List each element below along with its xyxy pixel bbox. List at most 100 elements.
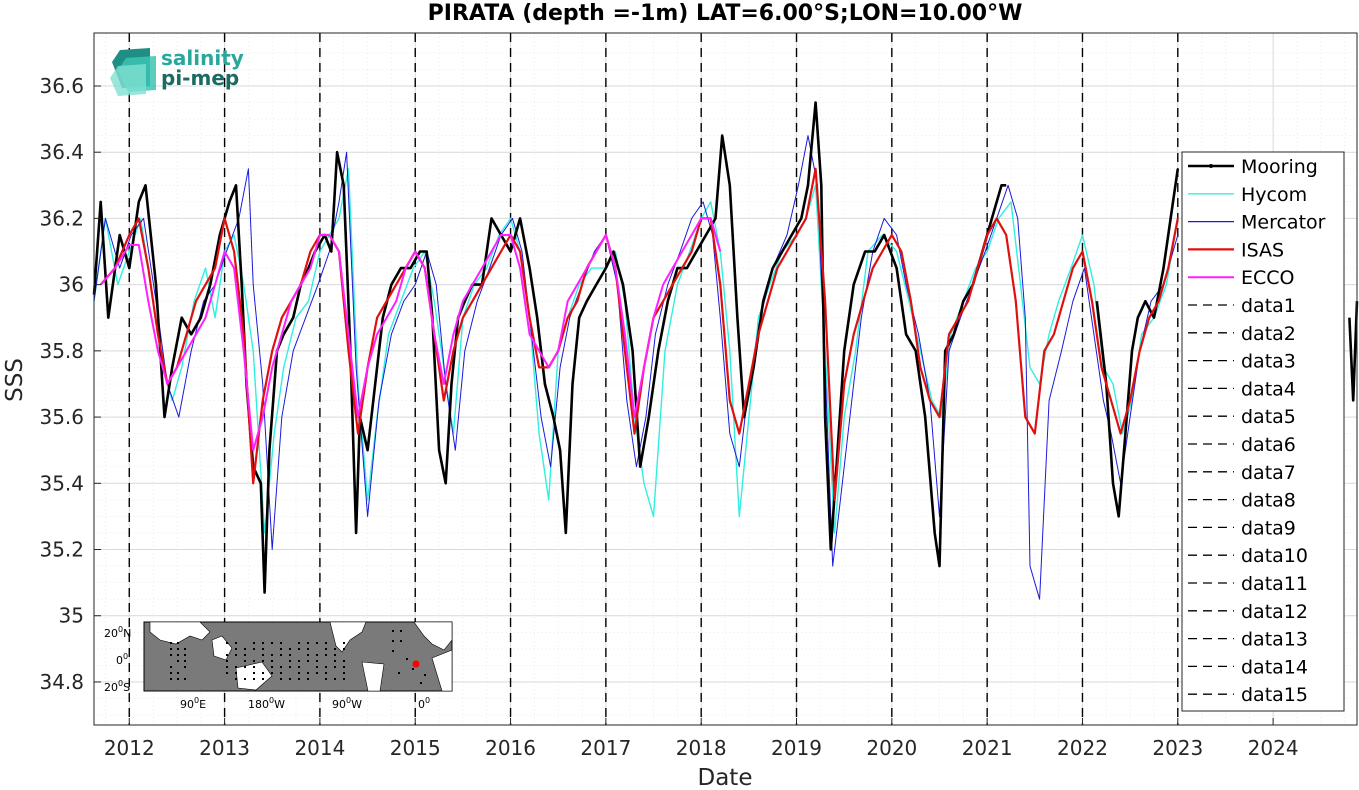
mooring-dot <box>280 672 282 674</box>
mooring-dot <box>177 672 179 674</box>
x-tick-label: 2021 <box>962 736 1013 760</box>
mooring-dot <box>325 642 327 644</box>
mooring-dot <box>298 648 300 650</box>
y-tick-label: 36.4 <box>39 140 84 164</box>
mooring-dot <box>253 648 255 650</box>
legend-marker <box>1209 164 1213 168</box>
mooring-dot <box>280 642 282 644</box>
legend-label: data15 <box>1241 684 1308 706</box>
legend-label: data5 <box>1241 406 1296 428</box>
mooring-dot <box>289 660 291 662</box>
mooring-dot <box>235 642 237 644</box>
mooring-dot <box>325 666 327 668</box>
mooring-dot <box>244 660 246 662</box>
series-line-hycom <box>93 168 1179 534</box>
mooring-dot <box>271 666 273 668</box>
inset-lat-labels: 200N 00 200S <box>104 625 131 694</box>
mooring-dot <box>184 660 186 662</box>
mooring-dot <box>412 668 414 670</box>
mooring-dot <box>334 678 336 680</box>
series-line-ecco <box>99 217 722 452</box>
legend-label: data6 <box>1241 434 1296 456</box>
y-tick-label: 36 <box>59 273 84 297</box>
chart-title: PIRATA (depth =-1m) LAT=6.00°S;LON=10.00… <box>428 1 1023 26</box>
mooring-dot <box>253 672 255 674</box>
y-tick-label: 36.2 <box>39 206 84 230</box>
x-tick-label: 2012 <box>104 736 155 760</box>
inset-lat-label-20s: 200S <box>104 679 130 694</box>
mooring-dot <box>298 672 300 674</box>
mooring-dot <box>244 654 246 656</box>
mooring-dot <box>307 648 309 650</box>
mooring-dot <box>343 648 345 650</box>
inset-lat-label-0: 00 <box>116 652 128 667</box>
series-ecco <box>99 217 722 452</box>
mooring-dot <box>316 666 318 668</box>
x-tick-label: 2022 <box>1057 736 1108 760</box>
mooring-dot <box>400 640 402 642</box>
mooring-dot <box>184 648 186 650</box>
mooring-dot <box>170 672 172 674</box>
mooring-dot <box>289 666 291 668</box>
mooring-dot <box>271 654 273 656</box>
plot-frame <box>93 32 1358 726</box>
mooring-dot <box>226 654 228 656</box>
logo-line1: salinity <box>161 46 244 70</box>
legend-label: data12 <box>1241 601 1308 623</box>
logo-waves-icon <box>110 48 156 96</box>
mooring-dot <box>307 642 309 644</box>
mooring-dot <box>177 654 179 656</box>
mooring-dot <box>177 642 179 644</box>
mooring-dot <box>170 654 172 656</box>
mooring-dot <box>307 678 309 680</box>
mooring-dot <box>424 674 426 676</box>
mooring-dot <box>177 660 179 662</box>
inset-mooring-dots <box>170 630 426 684</box>
mooring-dot <box>298 678 300 680</box>
legend-label: Mooring <box>1241 156 1318 178</box>
inset-map: 200N 00 200S 900E 1800W 900W 00 <box>104 621 453 711</box>
mooring-dot <box>280 648 282 650</box>
logo-line2: pi-mep <box>161 66 239 90</box>
legend-label: ISAS <box>1241 239 1284 261</box>
mooring-dot <box>244 678 246 680</box>
mooring-dot <box>226 660 228 662</box>
mooring-dot <box>325 672 327 674</box>
series-hycom <box>93 168 1179 534</box>
mooring-dot <box>226 642 228 644</box>
y-tick-label: 34.8 <box>39 670 84 694</box>
y-axis: 34.8 35 35.2 35.4 35.6 35.8 36 36.2 36.4 36.6 <box>39 74 101 694</box>
y-tick-label: 35.6 <box>39 405 84 429</box>
mooring-dot <box>334 666 336 668</box>
mooring-dot <box>398 672 400 674</box>
mooring-dot <box>262 654 264 656</box>
legend-label: data9 <box>1241 517 1296 539</box>
mooring-dot <box>226 666 228 668</box>
x-tick-label: 2015 <box>390 736 441 760</box>
mooring-dot <box>244 648 246 650</box>
mooring-dot <box>184 654 186 656</box>
legend-label: Mercator <box>1241 212 1326 234</box>
legend-label: data3 <box>1241 351 1296 373</box>
mooring-dot <box>280 678 282 680</box>
mooring-dot <box>307 654 309 656</box>
mooring-dot <box>316 672 318 674</box>
mooring-dot <box>280 654 282 656</box>
legend-label: data13 <box>1241 629 1308 651</box>
y-axis-label: SSS <box>2 358 28 402</box>
mooring-dot <box>262 648 264 650</box>
mooring-dot <box>325 654 327 656</box>
mooring-dot <box>298 660 300 662</box>
mooring-dot <box>262 660 264 662</box>
series-layer <box>92 101 1359 600</box>
inset-lon-labels: 900E 1800W 900W 00 <box>180 696 430 711</box>
mooring-dot <box>253 660 255 662</box>
series-line-mooring <box>1095 168 1180 518</box>
mooring-dot <box>262 672 264 674</box>
mooring-dot <box>316 654 318 656</box>
x-tick-label: 2013 <box>199 736 250 760</box>
legend-label: data1 <box>1241 295 1296 317</box>
mooring-dot <box>343 642 345 644</box>
mooring-dot <box>235 666 237 668</box>
x-tick-label: 2023 <box>1152 736 1203 760</box>
